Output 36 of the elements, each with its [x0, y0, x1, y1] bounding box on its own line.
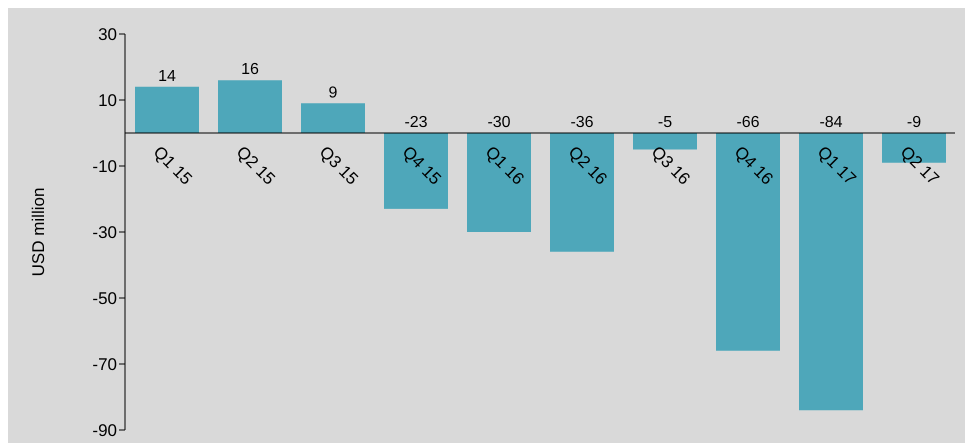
data-label: 14 [158, 68, 176, 85]
x-tick-label: Q1 17 [814, 142, 860, 189]
y-tick-label: -90 [92, 421, 117, 440]
y-tick-label: 30 [98, 25, 117, 44]
bar [384, 133, 448, 209]
x-tick-label: Q3 16 [648, 142, 694, 189]
x-tick-label: Q2 16 [564, 142, 611, 189]
y-tick-label: -10 [92, 157, 117, 176]
x-tick-label: Q1 15 [150, 142, 196, 189]
bar [467, 133, 531, 232]
x-tick-label: Q2 15 [232, 142, 279, 189]
x-tick-label: Q1 16 [482, 142, 528, 189]
bar [218, 80, 282, 133]
data-label: -36 [570, 114, 594, 131]
data-label: -9 [906, 114, 922, 131]
x-tick-label: Q4 16 [730, 142, 777, 189]
data-label: -30 [487, 114, 511, 131]
x-tick-label: Q2 17 [896, 142, 943, 189]
bar [716, 133, 780, 351]
data-label: -5 [658, 114, 672, 131]
y-axis-title: USD million [29, 188, 48, 276]
x-tick-label: Q3 15 [316, 142, 362, 189]
y-tick-label: -30 [92, 223, 117, 242]
y-tick-label: -50 [92, 289, 117, 308]
data-label: -23 [404, 114, 428, 131]
bar [301, 103, 365, 133]
data-label: 9 [328, 84, 338, 102]
data-label: -66 [736, 114, 760, 131]
bar [799, 133, 863, 410]
y-tick-label: -70 [92, 355, 117, 374]
bar [550, 133, 614, 252]
data-label: 16 [241, 61, 259, 78]
x-tick-label: Q4 15 [398, 142, 445, 189]
y-tick-label: 10 [98, 91, 117, 110]
data-label: -84 [819, 114, 843, 131]
bar [135, 86, 199, 133]
